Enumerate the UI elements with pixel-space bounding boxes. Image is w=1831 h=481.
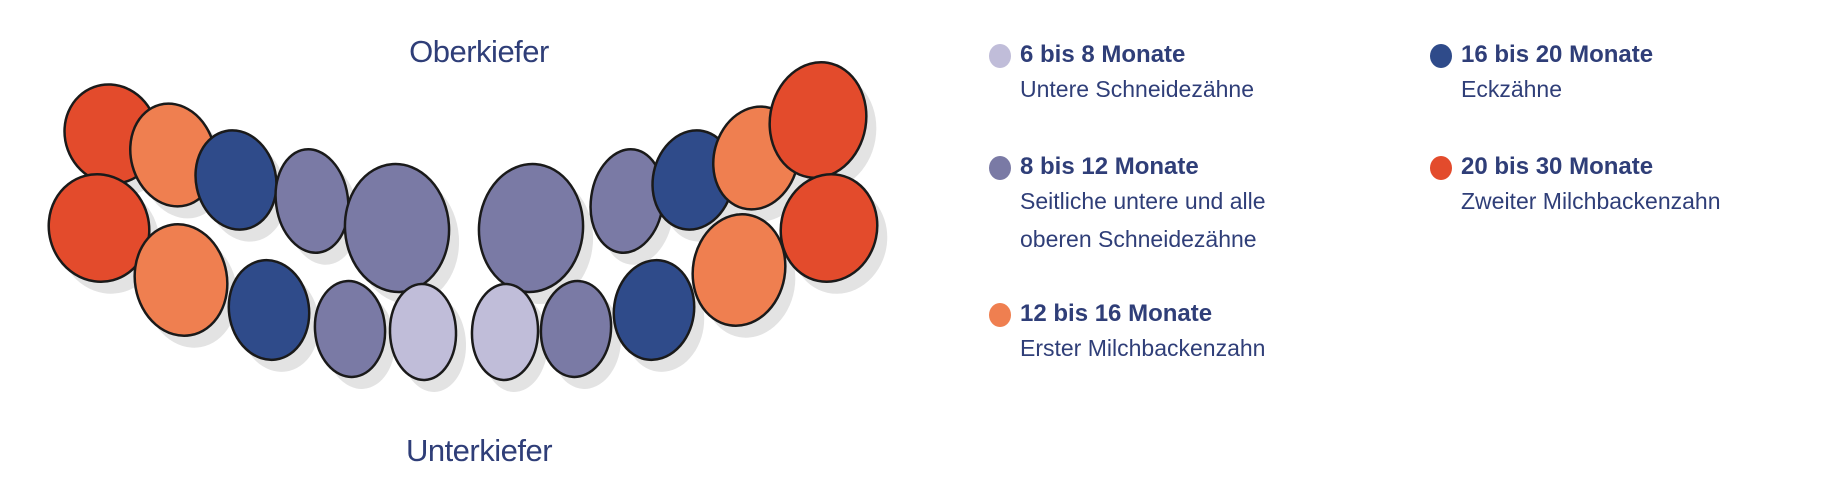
legend-desc: oberen Schneidezähne <box>1020 226 1257 252</box>
lower-tooth <box>47 173 151 283</box>
legend-dot <box>1430 44 1452 68</box>
legend-title: 16 bis 20 Monate <box>1461 41 1654 68</box>
legend-dot <box>1430 156 1452 180</box>
legend-dot <box>989 44 1011 68</box>
legend-item-6-8: 6 bis 8 Monate Untere Schneidezähne <box>989 40 1254 108</box>
legend-item-12-16: 12 bis 16 Monate Erster Milchbackenzahn <box>989 299 1266 367</box>
lower-tooth <box>313 279 387 379</box>
lower-tooth <box>779 172 879 284</box>
legend-title: 20 bis 30 Monate <box>1461 153 1654 180</box>
lower-tooth <box>133 223 229 337</box>
legend-dot <box>989 156 1011 180</box>
lower-tooth <box>612 258 696 362</box>
upper-tooth <box>477 162 585 294</box>
legend-item-20-30: 20 bis 30 Monate Zweiter Milchbackenzahn <box>1430 152 1721 220</box>
upper-tooth <box>768 61 868 179</box>
legend-desc: Seitliche untere und alle <box>1020 188 1266 214</box>
legend-title: 6 bis 8 Monate <box>1020 41 1186 68</box>
legend-item-8-12: 8 bis 12 Monate Seitliche untere und all… <box>989 152 1266 258</box>
upper-tooth <box>274 148 350 254</box>
lower-jaw-label: Unterkiefer <box>405 433 553 468</box>
lower-tooth <box>691 213 787 327</box>
upper-tooth <box>194 129 278 231</box>
legend-dot <box>989 303 1011 327</box>
lower-tooth <box>227 258 311 362</box>
upper-tooth <box>343 162 451 294</box>
lower-tooth <box>539 279 613 379</box>
upper-jaw-label: Oberkiefer <box>409 34 549 69</box>
legend-desc: Eckzähne <box>1461 76 1563 102</box>
legend-desc: Untere Schneidezähne <box>1020 76 1254 102</box>
legend-title: 8 bis 12 Monate <box>1020 153 1199 180</box>
teeth-diagram <box>47 61 888 392</box>
legend-item-16-20: 16 bis 20 Monate Eckzähne <box>1430 40 1654 108</box>
legend-desc: Zweiter Milchbackenzahn <box>1461 188 1721 214</box>
lower-tooth <box>388 282 458 382</box>
legend-desc: Erster Milchbackenzahn <box>1020 335 1266 361</box>
legend-title: 12 bis 16 Monate <box>1020 300 1213 327</box>
lower-tooth <box>470 282 540 382</box>
